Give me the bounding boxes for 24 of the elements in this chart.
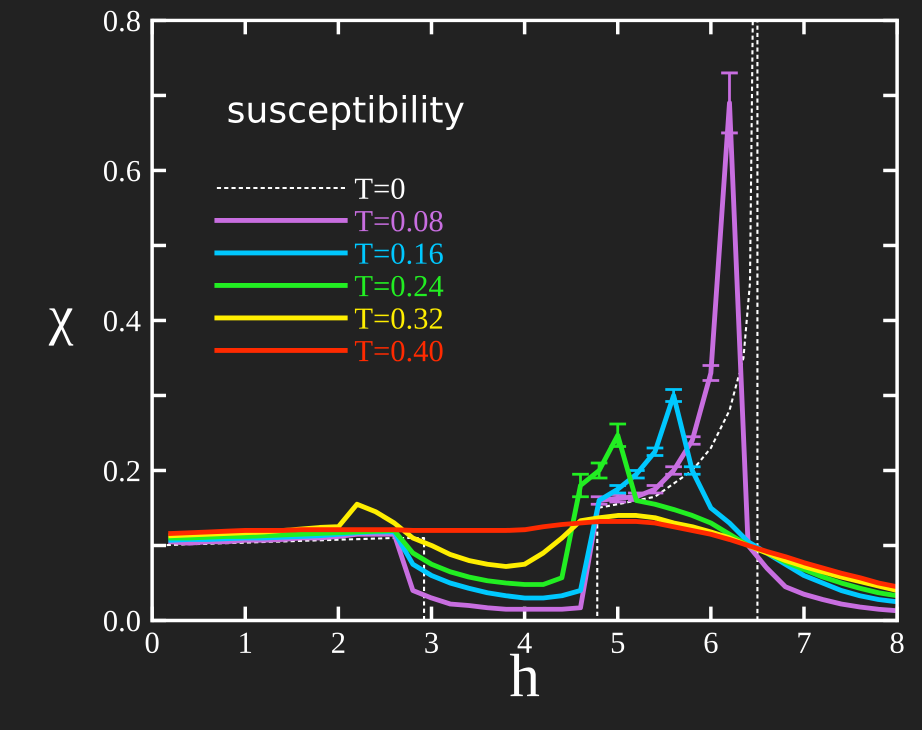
y-tick-label: 0.4 bbox=[104, 310, 141, 332]
x-tick-label: 4 bbox=[518, 632, 532, 653]
legend-label: T=0.16 bbox=[354, 243, 443, 264]
line-series bbox=[168, 519, 898, 590]
legend-label: T=0.08 bbox=[354, 210, 443, 232]
x-tick-label: 1 bbox=[240, 632, 252, 653]
y-tick-label: 0.2 bbox=[104, 460, 140, 482]
x-tick-label: 5 bbox=[612, 632, 624, 654]
y-tick-label: 0.0 bbox=[104, 610, 140, 632]
x-tick-label: 2 bbox=[332, 632, 344, 653]
x-tick-label: 0 bbox=[146, 632, 159, 654]
y-tick-label: 0.8 bbox=[104, 10, 140, 32]
x-tick-label: 3 bbox=[425, 632, 438, 654]
legend-label: T=0.32 bbox=[354, 308, 442, 330]
y-tick-label: 0.6 bbox=[104, 160, 140, 182]
y-axis-title: χ bbox=[48, 308, 74, 346]
x-tick-label: 6 bbox=[704, 632, 718, 654]
annotation: susceptibility bbox=[228, 95, 464, 130]
x-axis-title: h bbox=[510, 654, 540, 696]
x-tick-label: 8 bbox=[890, 632, 904, 654]
legend-label: T=0.40 bbox=[354, 340, 443, 362]
legend-label: T=0 bbox=[354, 178, 404, 200]
legend-label: T=0.24 bbox=[354, 276, 444, 297]
x-tick-label: 7 bbox=[798, 632, 811, 653]
